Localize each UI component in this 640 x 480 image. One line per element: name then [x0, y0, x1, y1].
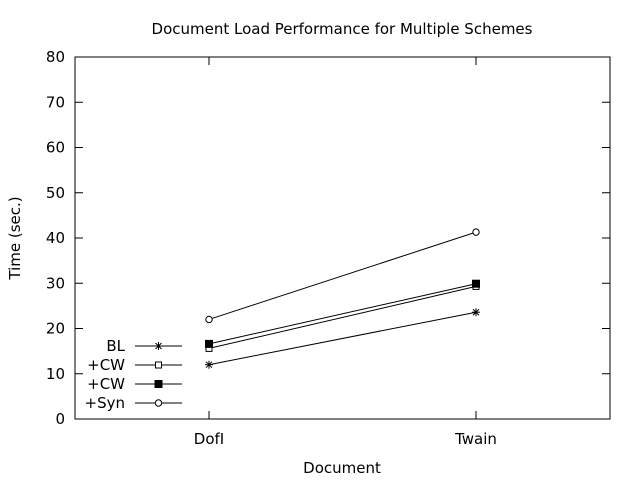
series-line [208, 285, 477, 349]
series-1 [205, 282, 480, 352]
x-axis-label: Document [303, 459, 381, 477]
data-point [472, 279, 480, 288]
data-point [205, 339, 213, 348]
legend-marker [155, 361, 162, 369]
series-line [208, 311, 477, 366]
y-axis: 0 10 20 30 40 50 60 70 80 [46, 48, 610, 428]
y-tick-label: 0 [55, 410, 65, 428]
legend-label: +CW [87, 356, 125, 374]
legend-label: +Syn [85, 394, 125, 412]
legend-marker [154, 380, 163, 388]
marker-shape [154, 399, 163, 407]
legend-marker [154, 342, 163, 350]
y-tick-label: 70 [46, 93, 65, 111]
legend-item: +CW [87, 375, 182, 393]
marker-stroke [472, 308, 480, 316]
marker-shape [154, 380, 163, 388]
legend-item: BL [106, 337, 182, 355]
marker-stroke [155, 342, 162, 350]
y-tick-label: 30 [46, 274, 65, 292]
series-line [208, 231, 477, 320]
marker-shape [205, 315, 213, 324]
data-point [472, 308, 480, 317]
legend: BL+CW+CW+Syn [85, 337, 182, 412]
series-2 [205, 279, 480, 348]
chart-title: Document Load Performance for Multiple S… [152, 20, 533, 38]
series-layer [205, 228, 480, 369]
x-axis: DofI Twain [194, 57, 497, 448]
data-point [472, 228, 480, 236]
legend-marker [154, 399, 163, 407]
marker-stroke [205, 361, 213, 369]
series-3 [205, 228, 480, 324]
y-axis-label: Time (sec.) [6, 196, 24, 280]
legend-label: BL [106, 337, 125, 355]
marker-shape [472, 228, 480, 236]
marker-shape [472, 279, 480, 288]
x-tick-label: DofI [194, 430, 224, 448]
series-line [208, 283, 477, 345]
y-tick-label: 80 [46, 48, 65, 66]
series-0 [205, 308, 480, 369]
legend-item: +Syn [85, 394, 182, 412]
y-tick-label: 20 [46, 320, 65, 338]
legend-item: +CW [87, 356, 182, 374]
y-tick-label: 40 [46, 229, 65, 247]
data-point [205, 315, 213, 324]
legend-label: +CW [87, 375, 125, 393]
x-tick-label: Twain [454, 430, 497, 448]
y-tick-label: 50 [46, 184, 65, 202]
y-tick-label: 60 [46, 139, 65, 157]
marker-shape [205, 339, 213, 348]
y-tick-label: 10 [46, 365, 65, 383]
data-point [205, 360, 213, 369]
marker-shape [155, 361, 162, 369]
